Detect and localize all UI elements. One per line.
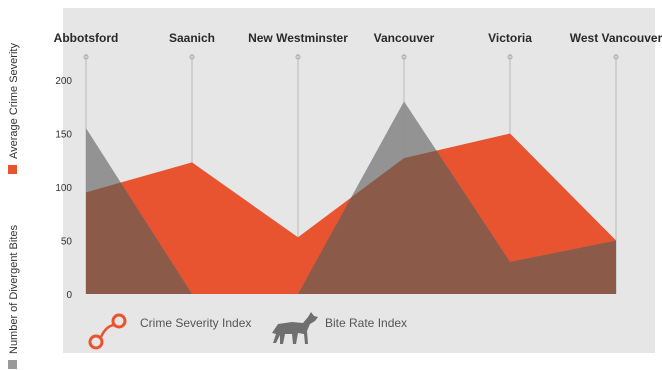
y-tick-label: 100 xyxy=(55,183,72,194)
handcuffs-icon xyxy=(88,313,127,350)
y-tick-label: 50 xyxy=(61,237,73,248)
category-guide-marker xyxy=(401,54,407,60)
category-guide-marker xyxy=(613,54,619,60)
bites-series-swatch xyxy=(8,360,17,369)
category-label: Abbotsford xyxy=(54,31,119,45)
series-overlap-area xyxy=(86,133,616,294)
y-tick-label: 200 xyxy=(55,76,72,87)
y-tick-label: 0 xyxy=(66,290,72,301)
y-axis-title-crime: Average Crime Severity xyxy=(8,43,20,159)
y-tick-label: 150 xyxy=(55,130,72,141)
y-axis-title-bites: Number of Divergent Bites xyxy=(8,225,20,354)
crime-series-swatch xyxy=(8,165,17,174)
dog-icon xyxy=(272,312,318,344)
category-label: West Vancouver xyxy=(570,31,662,45)
category-guide-marker xyxy=(295,54,301,60)
category-label: Victoria xyxy=(488,31,532,45)
category-guide-marker xyxy=(189,54,195,60)
category-label: New Westminster xyxy=(248,31,348,45)
category-label: Saanich xyxy=(169,31,215,45)
category-guide-marker xyxy=(83,54,89,60)
y-axis-legend: Average Crime Severity Number of Diverge… xyxy=(8,43,20,369)
category-label: Vancouver xyxy=(374,31,435,45)
legend-label-bite-rate: Bite Rate Index xyxy=(325,316,407,330)
category-guide-marker xyxy=(507,54,513,60)
legend-label-crime-severity: Crime Severity Index xyxy=(140,316,251,330)
